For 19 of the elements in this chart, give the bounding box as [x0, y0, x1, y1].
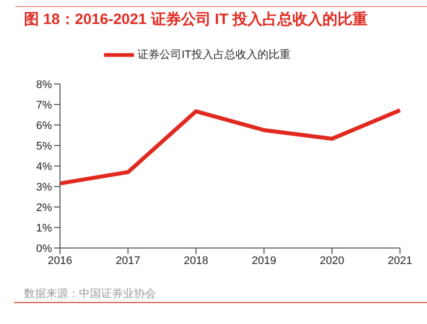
y-tick-label: 1%: [36, 222, 52, 234]
chart-title: 图 18：2016-2021 证券公司 IT 投入占总收入的比重: [24, 10, 368, 29]
y-tick-label: 3%: [36, 181, 52, 194]
x-tick-label: 2021: [388, 254, 412, 267]
line-series: [58, 108, 402, 186]
y-tick-label: 4%: [36, 160, 52, 173]
y-tick-label: 8%: [36, 78, 52, 91]
x-tick-label: 2019: [252, 254, 276, 267]
y-tick-label: 2%: [36, 202, 52, 214]
x-tick-label: 2016: [48, 254, 72, 267]
x-tick-label: 2017: [116, 254, 140, 267]
legend-label: 证券公司IT投入占总收入的比重: [138, 48, 290, 61]
source-note: 数据来源：中国证券业协会: [24, 287, 156, 301]
y-tick-label: 0%: [36, 242, 52, 255]
y-tick-label: 7%: [36, 99, 52, 112]
x-tick-label: 2020: [320, 254, 344, 267]
y-tick-label: 5%: [36, 140, 52, 152]
x-tick-label: 2018: [184, 254, 208, 267]
y-tick-label: 6%: [36, 120, 52, 132]
